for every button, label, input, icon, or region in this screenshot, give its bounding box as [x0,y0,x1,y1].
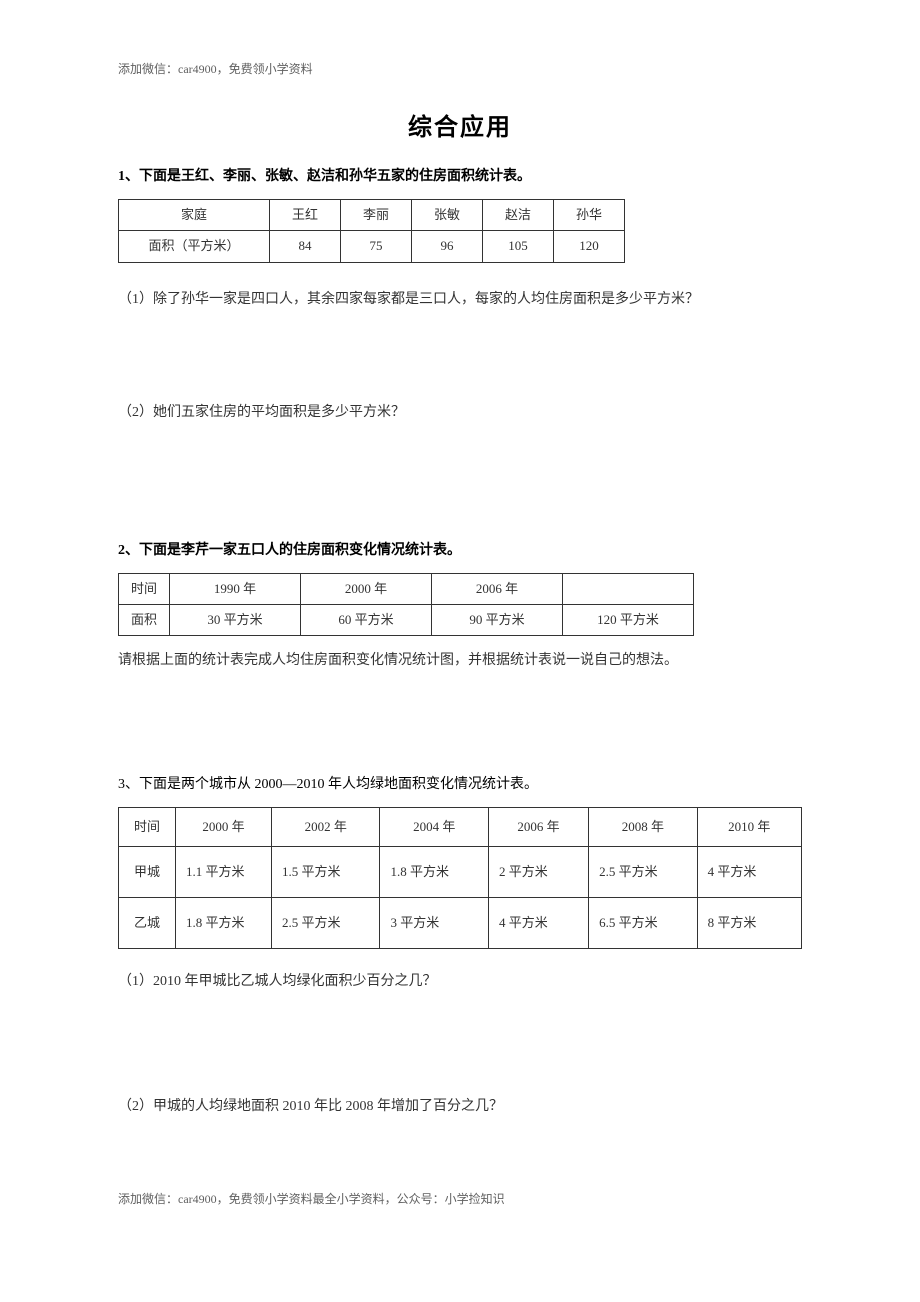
problem2-heading: 2、下面是李芹一家五口人的住房面积变化情况统计表。 [118,538,802,563]
problem3-table: 时间 2000 年 2002 年 2004 年 2006 年 2008 年 20… [118,807,802,950]
cell: 张敏 [412,200,483,231]
cell: 赵洁 [483,200,554,231]
cell: 2008 年 [589,807,698,846]
page-title: 综合应用 [118,107,802,142]
problem1-q1: （1）除了孙华一家是四口人，其余四家每家都是三口人，每家的人均住房面积是多少平方… [118,283,802,317]
spacer [118,1004,802,1074]
problem1-table: 家庭 王红 李丽 张敏 赵洁 孙华 面积（平方米） 84 75 96 105 1… [118,199,625,262]
cell: 1.1 平方米 [175,846,271,897]
cell: 3 平方米 [380,898,489,949]
footer-note: 添加微信：car4900，免费领小学资料最全小学资料，公众号：小学捡知识 [118,1190,802,1207]
cell: 84 [270,231,341,262]
cell: 120 平方米 [563,605,694,636]
cell: 孙华 [554,200,625,231]
cell: 2000 年 [301,573,432,604]
table-row: 面积（平方米） 84 75 96 105 120 [119,231,625,262]
cell: 甲城 [119,846,176,897]
cell: 1.8 平方米 [380,846,489,897]
cell: 2.5 平方米 [589,846,698,897]
cell: 60 平方米 [301,605,432,636]
cell: 2006 年 [488,807,588,846]
cell: 2006 年 [432,573,563,604]
problem1-q2: （2）她们五家住房的平均面积是多少平方米？ [118,396,802,430]
cell: 2 平方米 [488,846,588,897]
cell: 120 [554,231,625,262]
cell: 面积（平方米） [119,231,270,262]
cell: 1.5 平方米 [271,846,380,897]
problem3-q1: （1）2010 年甲城比乙城人均绿化面积少百分之几？ [118,969,802,994]
table-row: 时间 2000 年 2002 年 2004 年 2006 年 2008 年 20… [119,807,802,846]
spacer [118,684,802,754]
cell: 家庭 [119,200,270,231]
table-row: 面积 30 平方米 60 平方米 90 平方米 120 平方米 [119,605,694,636]
cell: 李丽 [341,200,412,231]
cell: 96 [412,231,483,262]
cell: 4 平方米 [697,846,801,897]
problem2-table: 时间 1990 年 2000 年 2006 年 面积 30 平方米 60 平方米… [118,573,694,636]
cell: 90 平方米 [432,605,563,636]
problem2-note: 请根据上面的统计表完成人均住房面积变化情况统计图，并根据统计表说一说自己的想法。 [118,648,802,673]
cell: 乙城 [119,898,176,949]
header-note: 添加微信：car4900，免费领小学资料 [118,60,802,77]
table-row: 乙城 1.8 平方米 2.5 平方米 3 平方米 4 平方米 6.5 平方米 8… [119,898,802,949]
cell: 2004 年 [380,807,489,846]
cell: 2.5 平方米 [271,898,380,949]
table-row: 家庭 王红 李丽 张敏 赵洁 孙华 [119,200,625,231]
cell: 2010 年 [697,807,801,846]
cell: 4 平方米 [488,898,588,949]
cell: 王红 [270,200,341,231]
cell [563,573,694,604]
cell: 2002 年 [271,807,380,846]
problem1-heading: 1、下面是王红、李丽、张敏、赵洁和孙华五家的住房面积统计表。 [118,164,802,189]
spacer [118,440,802,520]
cell: 1990 年 [170,573,301,604]
page-container: 添加微信：car4900，免费领小学资料 综合应用 1、下面是王红、李丽、张敏、… [0,0,920,1247]
cell: 时间 [119,573,170,604]
problem3-heading: 3、下面是两个城市从 2000—2010 年人均绿地面积变化情况统计表。 [118,772,802,797]
cell: 8 平方米 [697,898,801,949]
cell: 30 平方米 [170,605,301,636]
cell: 6.5 平方米 [589,898,698,949]
cell: 面积 [119,605,170,636]
cell: 时间 [119,807,176,846]
cell: 1.8 平方米 [175,898,271,949]
cell: 2000 年 [175,807,271,846]
cell: 75 [341,231,412,262]
spacer [118,326,802,376]
table-row: 甲城 1.1 平方米 1.5 平方米 1.8 平方米 2 平方米 2.5 平方米… [119,846,802,897]
table-row: 时间 1990 年 2000 年 2006 年 [119,573,694,604]
cell: 105 [483,231,554,262]
problem3-q2: （2）甲城的人均绿地面积 2010 年比 2008 年增加了百分之几？ [118,1094,802,1119]
